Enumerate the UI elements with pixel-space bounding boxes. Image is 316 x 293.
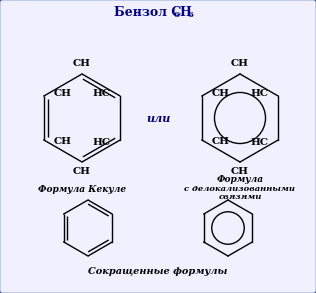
Text: CH: CH — [73, 168, 91, 176]
Text: или: или — [146, 113, 170, 124]
Text: Формула Кекуле: Формула Кекуле — [38, 185, 126, 195]
Text: CH: CH — [212, 137, 230, 146]
Text: CH: CH — [231, 168, 249, 176]
Text: HC: HC — [92, 137, 110, 146]
Text: HC: HC — [92, 89, 110, 98]
Text: CH: CH — [54, 137, 72, 146]
Text: CH: CH — [212, 89, 230, 98]
Text: Сокращенные формулы: Сокращенные формулы — [88, 267, 228, 275]
Text: Формула: Формула — [216, 176, 264, 185]
Text: HC: HC — [250, 89, 268, 98]
Text: CH: CH — [73, 59, 91, 69]
Text: 6: 6 — [188, 11, 194, 19]
Text: HC: HC — [250, 137, 268, 146]
Text: связями: связями — [218, 193, 262, 201]
Text: H: H — [179, 6, 191, 20]
Text: 6: 6 — [174, 11, 180, 19]
Text: с делокализованными: с делокализованными — [185, 185, 295, 193]
Text: Бензол C: Бензол C — [114, 6, 182, 20]
Text: CH: CH — [231, 59, 249, 69]
Text: CH: CH — [54, 89, 72, 98]
